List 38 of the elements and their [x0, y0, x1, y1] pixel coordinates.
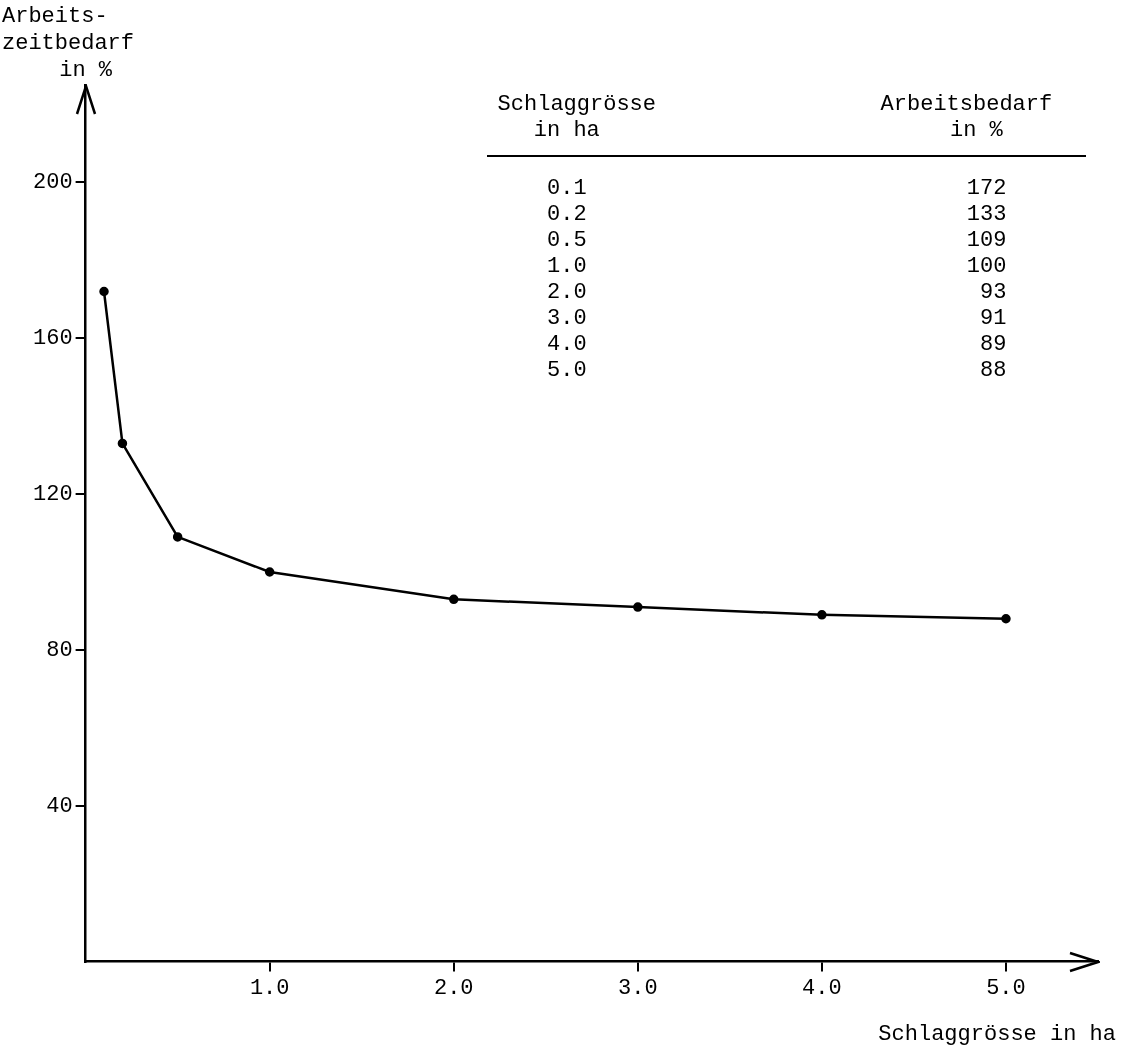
point	[817, 610, 827, 620]
y-tick-label: 40	[46, 793, 73, 819]
y-axis-title: Arbeits- zeitbedarf in %	[2, 4, 135, 83]
point	[633, 602, 643, 612]
x-tick-label: 4.0	[802, 975, 842, 1001]
annotation: 93	[979, 280, 1007, 305]
annotation: 133	[966, 202, 1007, 227]
annotation: 109	[966, 228, 1007, 253]
annotation: 1.0	[547, 254, 587, 279]
annotation: 100	[966, 254, 1007, 279]
annotation: 3.0	[547, 306, 587, 331]
annotation: Arbeitsbedarf in %	[880, 92, 1053, 143]
x-tick-label: 3.0	[618, 975, 658, 1001]
annotation: 0.1	[547, 176, 587, 201]
annotation: 4.0	[547, 332, 587, 357]
x-tick-label: 1.0	[249, 975, 290, 1001]
point	[264, 567, 275, 577]
point	[117, 438, 128, 449]
y-tick-label: 120	[33, 481, 73, 507]
y-tick-label: 160	[33, 326, 73, 352]
annotation: 0.2	[547, 202, 587, 227]
x-tick-label: 2.0	[433, 975, 474, 1001]
annotation: Schlaggrösse in ha	[497, 92, 657, 143]
annotation: 172	[966, 176, 1007, 201]
annotation: 5.0	[547, 358, 587, 383]
x-tick-label: 5.0	[986, 975, 1026, 1001]
annotation: 88	[979, 358, 1007, 383]
y-tick-label: 80	[46, 637, 73, 663]
point	[1001, 614, 1011, 624]
annotation: 0.5	[547, 228, 587, 253]
point	[449, 594, 459, 605]
annotation: 89	[979, 332, 1007, 357]
y-tick-label: 200	[33, 170, 73, 196]
annotation: 91	[979, 306, 1007, 331]
point	[172, 532, 183, 542]
annotation: 2.0	[547, 280, 587, 305]
x-axis-title: Schlaggrösse in ha	[878, 1022, 1116, 1047]
point	[99, 286, 109, 297]
